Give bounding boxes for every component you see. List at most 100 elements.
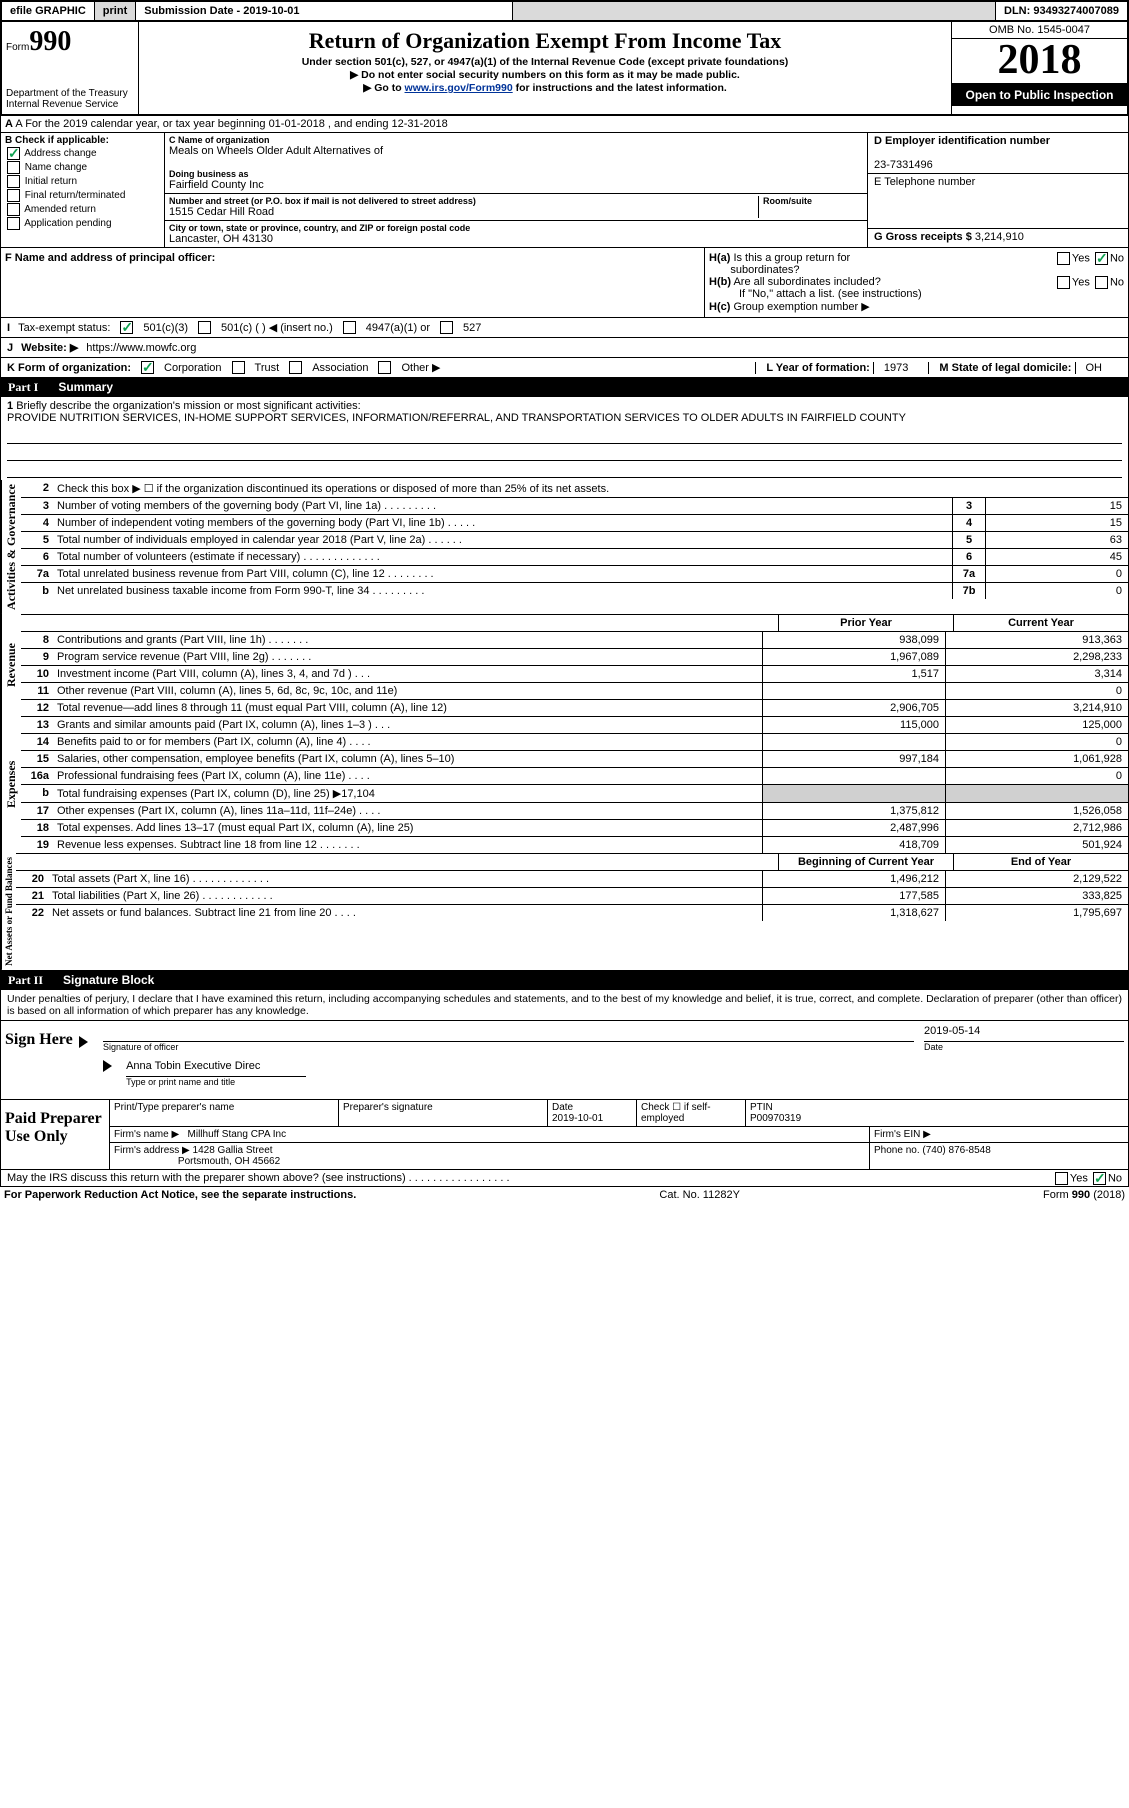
net-assets-section: Net Assets or Fund Balances Beginning of… bbox=[1, 853, 1128, 970]
check-name-change[interactable] bbox=[7, 161, 20, 174]
check-address-change[interactable] bbox=[7, 147, 20, 160]
principal-officer: F Name and address of principal officer: bbox=[1, 248, 704, 317]
row-a-text: A For the 2019 calendar year, or tax yea… bbox=[15, 118, 447, 130]
firm-ein-label: Firm's EIN ▶ bbox=[870, 1127, 1128, 1142]
efile-graphic-label: efile GRAPHIC bbox=[2, 2, 95, 20]
room-label: Room/suite bbox=[763, 196, 863, 206]
footer-left: For Paperwork Reduction Act Notice, see … bbox=[4, 1189, 356, 1201]
table-row: 6Total number of volunteers (estimate if… bbox=[21, 548, 1128, 565]
header-current-year: Current Year bbox=[953, 615, 1128, 631]
check-other[interactable] bbox=[378, 361, 391, 374]
print-button[interactable]: print bbox=[95, 2, 136, 20]
ha-no[interactable] bbox=[1095, 252, 1108, 265]
hb-no[interactable] bbox=[1095, 276, 1108, 289]
firm-addr-label: Firm's address ▶ bbox=[114, 1145, 190, 1156]
header-end: End of Year bbox=[953, 854, 1128, 870]
irs-link[interactable]: www.irs.gov/Form990 bbox=[405, 82, 513, 94]
mission-text: PROVIDE NUTRITION SERVICES, IN-HOME SUPP… bbox=[7, 412, 906, 424]
tel-label: E Telephone number bbox=[874, 176, 975, 188]
hb-yes[interactable] bbox=[1057, 276, 1070, 289]
mission-line-3 bbox=[7, 463, 1122, 478]
opt-527: 527 bbox=[463, 322, 481, 334]
check-trust[interactable] bbox=[232, 361, 245, 374]
state-domicile-label: M State of legal domicile: bbox=[939, 362, 1071, 374]
vlabel-activities: Activities & Governance bbox=[1, 480, 21, 614]
table-row: 11Other revenue (Part VIII, column (A), … bbox=[21, 682, 1128, 699]
check-527[interactable] bbox=[440, 321, 453, 334]
footer: For Paperwork Reduction Act Notice, see … bbox=[0, 1187, 1129, 1203]
header-right: OMB No. 1545-0047 2018 Open to Public In… bbox=[951, 22, 1127, 114]
form-number: 990 bbox=[29, 26, 71, 57]
section-bcd: B Check if applicable: Address change Na… bbox=[0, 133, 1129, 318]
top-bar-spacer bbox=[513, 2, 996, 20]
firm-city: Portsmouth, OH 45662 bbox=[178, 1156, 280, 1167]
check-app-pending[interactable] bbox=[7, 217, 20, 230]
check-initial-return[interactable] bbox=[7, 175, 20, 188]
check-final-return[interactable] bbox=[7, 189, 20, 202]
sig-officer-label: Signature of officer bbox=[103, 1042, 914, 1052]
penalties-text: Under penalties of perjury, I declare th… bbox=[1, 990, 1128, 1020]
part-1-label: Part I bbox=[8, 380, 38, 395]
state-domicile: OH bbox=[1075, 362, 1113, 374]
discuss-no[interactable] bbox=[1093, 1172, 1106, 1185]
ha-label: H(a) bbox=[709, 252, 730, 264]
discuss-yes[interactable] bbox=[1055, 1172, 1068, 1185]
sig-date: 2019-05-14 bbox=[924, 1025, 1124, 1042]
irs-label: Internal Revenue Service bbox=[6, 99, 134, 110]
col-c-org-info: C Name of organization Meals on Wheels O… bbox=[165, 133, 867, 247]
table-row: 22Net assets or fund balances. Subtract … bbox=[16, 904, 1128, 921]
table-row: 3Number of voting members of the governi… bbox=[21, 497, 1128, 514]
arrow-icon-2 bbox=[103, 1060, 112, 1072]
ha-yes[interactable] bbox=[1057, 252, 1070, 265]
hc-label: H(c) bbox=[709, 301, 730, 313]
sub3-prefix: ▶ Go to bbox=[363, 82, 404, 94]
row-f-h: F Name and address of principal officer:… bbox=[1, 247, 1128, 317]
addr-value: 1515 Cedar Hill Road bbox=[169, 206, 758, 218]
subtitle-1: Under section 501(c), 527, or 4947(a)(1)… bbox=[143, 56, 947, 68]
row-k-org-form: K Form of organization: Corporation Trus… bbox=[0, 358, 1129, 378]
line-1-num: 1 bbox=[7, 400, 13, 412]
table-row: 15Salaries, other compensation, employee… bbox=[21, 750, 1128, 767]
form-word: Form bbox=[6, 42, 29, 53]
firm-name-label: Firm's name ▶ bbox=[114, 1129, 179, 1140]
hb-note: If "No," attach a list. (see instruction… bbox=[709, 288, 1124, 300]
check-501c3[interactable] bbox=[120, 321, 133, 334]
col-b-label: B Check if applicable: bbox=[5, 135, 109, 146]
arrow-icon bbox=[79, 1036, 88, 1048]
row-i-label: Tax-exempt status: bbox=[18, 322, 110, 334]
check-corporation[interactable] bbox=[141, 361, 154, 374]
part-1-header: Part I Summary bbox=[0, 378, 1129, 397]
table-row: 20Total assets (Part X, line 16) . . . .… bbox=[16, 870, 1128, 887]
part-2-label: Part II bbox=[8, 973, 43, 988]
header-beginning: Beginning of Current Year bbox=[778, 854, 953, 870]
opt-amended: Amended return bbox=[24, 204, 96, 215]
opt-association: Association bbox=[312, 362, 368, 374]
table-row: 17Other expenses (Part IX, column (A), l… bbox=[21, 802, 1128, 819]
discuss-row: May the IRS discuss this return with the… bbox=[0, 1170, 1129, 1187]
line-1-desc: Briefly describe the organization's miss… bbox=[16, 400, 360, 412]
check-501c[interactable] bbox=[198, 321, 211, 334]
header-prior-year: Prior Year bbox=[778, 615, 953, 631]
city-label: City or town, state or province, country… bbox=[169, 223, 863, 233]
firm-addr: 1428 Gallia Street bbox=[193, 1145, 273, 1156]
check-amended[interactable] bbox=[7, 203, 20, 216]
vlabel-expenses: Expenses bbox=[1, 716, 21, 853]
signature-section: Under penalties of perjury, I declare th… bbox=[0, 990, 1129, 1100]
dba-value: Fairfield County Inc bbox=[169, 179, 863, 191]
date-label: Date bbox=[924, 1042, 1124, 1052]
check-4947[interactable] bbox=[343, 321, 356, 334]
table-row: 12Total revenue—add lines 8 through 11 (… bbox=[21, 699, 1128, 716]
table-row: 10Investment income (Part VIII, column (… bbox=[21, 665, 1128, 682]
opt-address-change: Address change bbox=[24, 148, 96, 159]
table-row: 8Contributions and grants (Part VIII, li… bbox=[21, 631, 1128, 648]
yes-label: Yes bbox=[1070, 1172, 1088, 1184]
table-row: 5Total number of individuals employed in… bbox=[21, 531, 1128, 548]
row-i-tax-status: I Tax-exempt status: 501(c)(3) 501(c) ( … bbox=[0, 318, 1129, 338]
row-k-label: K Form of organization: bbox=[7, 362, 131, 374]
ein-label: D Employer identification number bbox=[874, 135, 1050, 147]
subtitle-2: ▶ Do not enter social security numbers o… bbox=[143, 69, 947, 81]
opt-name-change: Name change bbox=[25, 162, 87, 173]
check-association[interactable] bbox=[289, 361, 302, 374]
table-row: 14Benefits paid to or for members (Part … bbox=[21, 733, 1128, 750]
org-name-label: C Name of organization bbox=[169, 135, 863, 145]
